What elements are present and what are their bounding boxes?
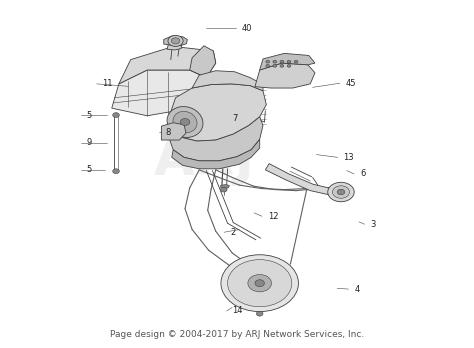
Circle shape [113,113,119,118]
Circle shape [280,64,284,67]
Circle shape [294,60,298,63]
Circle shape [280,60,284,63]
Polygon shape [168,84,266,141]
Polygon shape [112,70,206,116]
Polygon shape [172,139,260,169]
Circle shape [248,275,272,292]
Circle shape [171,38,180,44]
Circle shape [228,260,292,307]
Circle shape [221,255,299,311]
Text: 2: 2 [230,228,235,237]
Polygon shape [260,53,315,70]
Polygon shape [255,63,315,88]
Circle shape [180,119,190,126]
Polygon shape [190,46,216,78]
Text: 13: 13 [343,153,354,162]
Polygon shape [192,71,263,91]
Text: ARJ: ARJ [154,134,255,186]
Text: 9: 9 [87,138,92,147]
Polygon shape [167,42,182,50]
Circle shape [273,60,277,63]
Circle shape [328,182,354,202]
Text: 11: 11 [102,79,113,88]
Text: 14: 14 [232,306,243,315]
Circle shape [192,102,201,109]
Text: 4: 4 [354,285,359,294]
Circle shape [332,186,349,198]
Circle shape [337,189,345,195]
Circle shape [266,64,270,67]
Circle shape [220,187,227,192]
Text: 6: 6 [360,169,365,179]
Circle shape [287,64,291,67]
Ellipse shape [173,111,197,133]
Polygon shape [220,184,229,189]
Circle shape [255,280,264,287]
Polygon shape [164,36,187,46]
Circle shape [168,35,183,46]
Circle shape [256,311,263,316]
Circle shape [266,60,270,63]
Text: 45: 45 [346,79,356,88]
Ellipse shape [167,106,203,137]
Text: 5: 5 [87,111,92,120]
Circle shape [113,169,119,174]
Text: 5: 5 [87,165,92,174]
Polygon shape [119,46,216,84]
Text: 12: 12 [268,212,278,221]
Text: 8: 8 [165,128,171,137]
Polygon shape [265,164,341,195]
Circle shape [273,64,277,67]
Text: 7: 7 [232,114,237,123]
Text: 40: 40 [242,24,252,33]
Polygon shape [161,123,186,140]
Circle shape [287,60,291,63]
Circle shape [193,124,201,130]
Text: Page design © 2004-2017 by ARJ Network Services, Inc.: Page design © 2004-2017 by ARJ Network S… [110,330,364,339]
Text: 3: 3 [370,220,376,229]
Polygon shape [167,117,263,161]
